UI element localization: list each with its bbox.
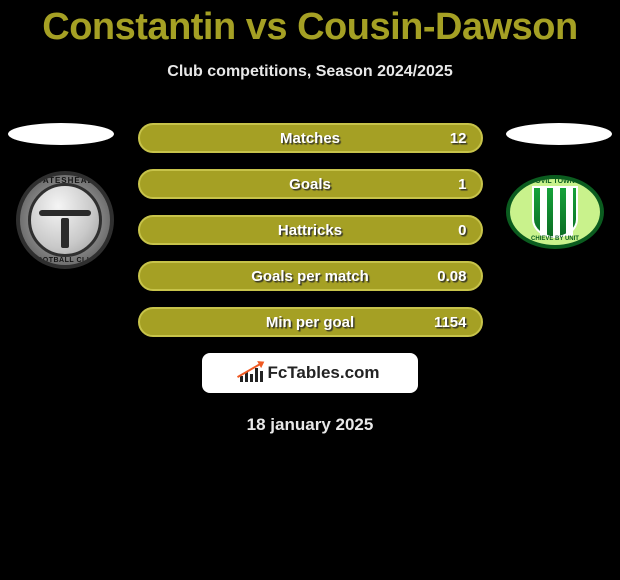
crest-inner xyxy=(28,183,102,257)
subtitle: Club competitions, Season 2024/2025 xyxy=(0,63,620,81)
yeovil-crest: OVIL TOWN CHIEVE BY UNIT xyxy=(506,171,604,255)
stat-row-hattricks: Hattricks 0 xyxy=(138,215,483,245)
angel-body-icon xyxy=(61,218,69,248)
gateshead-crest: GATESHEAD FOOTBALL CLUB xyxy=(16,171,114,269)
shield-stripe xyxy=(566,188,573,236)
shield-icon xyxy=(532,186,578,238)
comparison-panel: GATESHEAD FOOTBALL CLUB OVIL TOWN CHIEVE… xyxy=(0,123,620,435)
footer-date: 18 january 2025 xyxy=(0,415,620,435)
player-right-marker xyxy=(506,123,612,145)
stat-label: Matches xyxy=(140,130,481,147)
stat-row-goals-per-match: Goals per match 0.08 xyxy=(138,261,483,291)
stat-value: 12 xyxy=(450,130,467,147)
stat-row-goals: Goals 1 xyxy=(138,169,483,199)
branding-badge: FcTables.com xyxy=(202,353,418,393)
shield-stripe xyxy=(553,188,560,236)
chart-icon xyxy=(240,364,263,382)
stat-value: 1 xyxy=(458,176,466,193)
player-left-marker xyxy=(8,123,114,145)
stat-value: 1154 xyxy=(434,314,467,331)
branding-text: FcTables.com xyxy=(267,363,379,383)
stat-label: Goals per match xyxy=(140,268,481,285)
stat-row-matches: Matches 12 xyxy=(138,123,483,153)
team-crest-right: OVIL TOWN CHIEVE BY UNIT xyxy=(506,171,604,255)
stat-value: 0 xyxy=(458,222,466,239)
stat-label: Goals xyxy=(140,176,481,193)
team-crest-left: GATESHEAD FOOTBALL CLUB xyxy=(16,171,114,269)
stat-label: Min per goal xyxy=(140,314,481,331)
crest-label-bottom: CHIEVE BY UNIT xyxy=(510,236,600,242)
crest-label-top: OVIL TOWN xyxy=(510,178,600,185)
page-title: Constantin vs Cousin-Dawson xyxy=(0,0,620,49)
stat-row-min-per-goal: Min per goal 1154 xyxy=(138,307,483,337)
crest-ring: OVIL TOWN CHIEVE BY UNIT xyxy=(506,175,604,249)
crest-label-bottom: FOOTBALL CLUB xyxy=(20,257,110,264)
stat-bars: Matches 12 Goals 1 Hattricks 0 Goals per… xyxy=(138,123,483,337)
stat-value: 0.08 xyxy=(437,268,466,285)
angel-wings-icon xyxy=(39,210,91,216)
shield-stripe xyxy=(540,188,547,236)
stat-label: Hattricks xyxy=(140,222,481,239)
